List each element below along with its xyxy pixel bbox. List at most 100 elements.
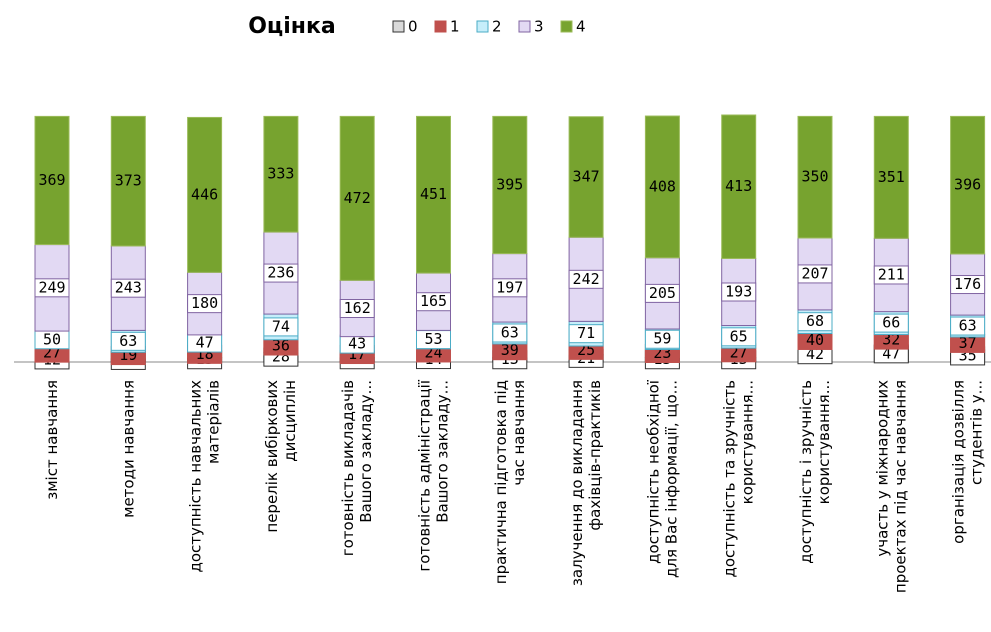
- x-tick-label: методи навчання: [119, 380, 137, 518]
- value-label: 39: [501, 341, 519, 359]
- value-label: 347: [573, 168, 600, 186]
- x-tick-label: зміст навчання: [43, 380, 61, 500]
- legend-label: 2: [492, 18, 502, 36]
- value-label: 249: [38, 278, 65, 296]
- x-tick-label: доступність навчальнихматеріалів: [186, 380, 222, 573]
- value-label: 333: [267, 165, 294, 183]
- bar-segment: [187, 116, 223, 273]
- value-label: 197: [496, 278, 523, 296]
- value-label: 180: [191, 294, 218, 312]
- bar-segment: [721, 114, 757, 259]
- value-label: 176: [954, 275, 981, 293]
- value-label-box: [644, 283, 680, 303]
- value-label: 369: [38, 171, 65, 189]
- value-label: 74: [272, 317, 290, 335]
- value-label-box: [110, 278, 146, 298]
- value-label-box: [873, 313, 909, 333]
- value-label: 193: [725, 282, 752, 300]
- value-label: 68: [806, 312, 824, 330]
- value-label-box: [950, 275, 986, 295]
- x-tick-label: доступність та зручністькористування...: [720, 380, 756, 578]
- value-label: 350: [801, 168, 828, 186]
- x-tick-label: доступність необхідноїдля Вас інформації…: [644, 379, 680, 578]
- legend-swatch: [560, 20, 573, 33]
- legend-swatch: [392, 20, 405, 33]
- value-label: 396: [954, 176, 981, 194]
- legend-label: 0: [408, 18, 418, 36]
- value-label-box: [339, 299, 375, 319]
- value-label: 165: [420, 292, 447, 310]
- value-label: 37: [959, 334, 977, 352]
- value-label-box: [568, 324, 604, 344]
- bar-segment: [950, 115, 986, 255]
- value-label: 47: [196, 334, 214, 352]
- value-label: 242: [573, 270, 600, 288]
- value-label: 63: [959, 317, 977, 335]
- value-label-box: [568, 269, 604, 289]
- value-label: 36: [272, 337, 290, 355]
- value-label-box: [187, 294, 223, 314]
- value-label-box: [110, 331, 146, 351]
- x-tick-label: перелік вибірковихдисциплін: [262, 380, 298, 533]
- value-label: 351: [878, 168, 905, 186]
- value-label-box: [492, 323, 528, 343]
- value-label: 50: [43, 330, 61, 348]
- value-label-box: [721, 327, 757, 347]
- value-label: 408: [649, 177, 676, 195]
- legend-swatch: [518, 20, 531, 33]
- legend-label: 3: [534, 18, 544, 36]
- value-label-box: [492, 278, 528, 298]
- value-label: 63: [501, 323, 519, 341]
- bar-segment: [873, 115, 909, 239]
- value-label: 66: [882, 314, 900, 332]
- value-label: 395: [496, 176, 523, 194]
- x-tick-label: готовність викладачівВашого закладу...: [339, 380, 375, 556]
- value-label: 211: [878, 265, 905, 283]
- value-label-box: [797, 312, 833, 332]
- x-tick-label: готовність адміністраціїВашого закладу..…: [415, 379, 451, 571]
- legend-swatch: [476, 20, 489, 33]
- value-label: 413: [725, 177, 752, 195]
- bar-segment: [339, 115, 375, 281]
- x-tick-label: залучення до викладанняфахівців-практикі…: [568, 380, 604, 586]
- value-label-box: [721, 282, 757, 302]
- x-tick-label: практична підготовка підчас навчання: [491, 380, 527, 584]
- value-label-box: [34, 278, 70, 298]
- bar-segment: [110, 115, 146, 247]
- value-label-box: [873, 265, 909, 285]
- value-label: 32: [882, 331, 900, 349]
- chart-title: Оцінка: [248, 14, 336, 39]
- value-label-box: [263, 317, 299, 337]
- value-label: 53: [424, 330, 442, 348]
- value-label: 207: [801, 264, 828, 282]
- value-label-box: [416, 292, 451, 312]
- value-label: 243: [115, 279, 142, 297]
- value-label: 205: [649, 284, 676, 302]
- bar-segment: [492, 115, 528, 255]
- value-label: 43: [348, 335, 366, 353]
- value-label: 472: [344, 189, 371, 207]
- value-label: 162: [344, 299, 371, 317]
- bar-segment: [416, 115, 451, 274]
- legend-label: 4: [576, 18, 586, 36]
- value-label: 446: [191, 185, 218, 203]
- bar-segment: [568, 116, 604, 238]
- value-label: 451: [420, 185, 447, 203]
- bar-segment: [797, 115, 833, 239]
- x-tick-label: організація дозвіллястудентів у...: [949, 380, 985, 544]
- bar-segment: [644, 115, 680, 259]
- x-tick-label: участь у міжнароднихпроектах під час нав…: [873, 380, 909, 593]
- bar-segment: [263, 115, 299, 233]
- value-label: 40: [806, 331, 824, 349]
- value-label-box: [644, 329, 680, 349]
- value-label: 236: [267, 264, 294, 282]
- value-label-box: [950, 316, 986, 336]
- value-label-box: [797, 264, 833, 284]
- value-label: 71: [577, 324, 595, 342]
- value-label: 65: [730, 327, 748, 345]
- value-label-box: [263, 263, 299, 283]
- value-label: 59: [653, 330, 671, 348]
- legend-swatch: [434, 20, 447, 33]
- value-label: 373: [115, 172, 142, 190]
